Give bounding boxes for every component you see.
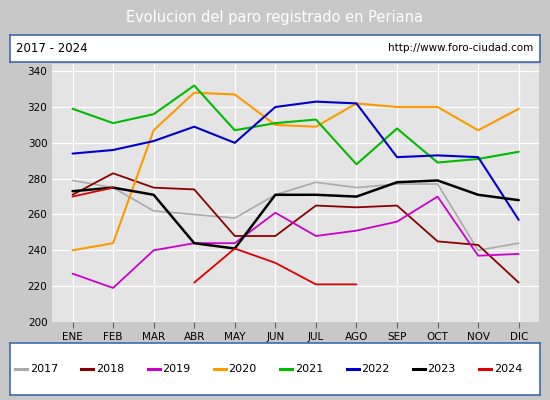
Text: 2022: 2022 <box>361 364 389 374</box>
Text: 2017 - 2024: 2017 - 2024 <box>16 42 88 55</box>
Text: 2020: 2020 <box>229 364 257 374</box>
Text: 2024: 2024 <box>494 364 522 374</box>
Text: 2018: 2018 <box>96 364 124 374</box>
Text: 2017: 2017 <box>30 364 58 374</box>
Text: 2019: 2019 <box>162 364 191 374</box>
Text: http://www.foro-ciudad.com: http://www.foro-ciudad.com <box>388 43 534 53</box>
Text: Evolucion del paro registrado en Periana: Evolucion del paro registrado en Periana <box>126 10 424 25</box>
Text: 2023: 2023 <box>427 364 456 374</box>
Text: 2021: 2021 <box>295 364 323 374</box>
